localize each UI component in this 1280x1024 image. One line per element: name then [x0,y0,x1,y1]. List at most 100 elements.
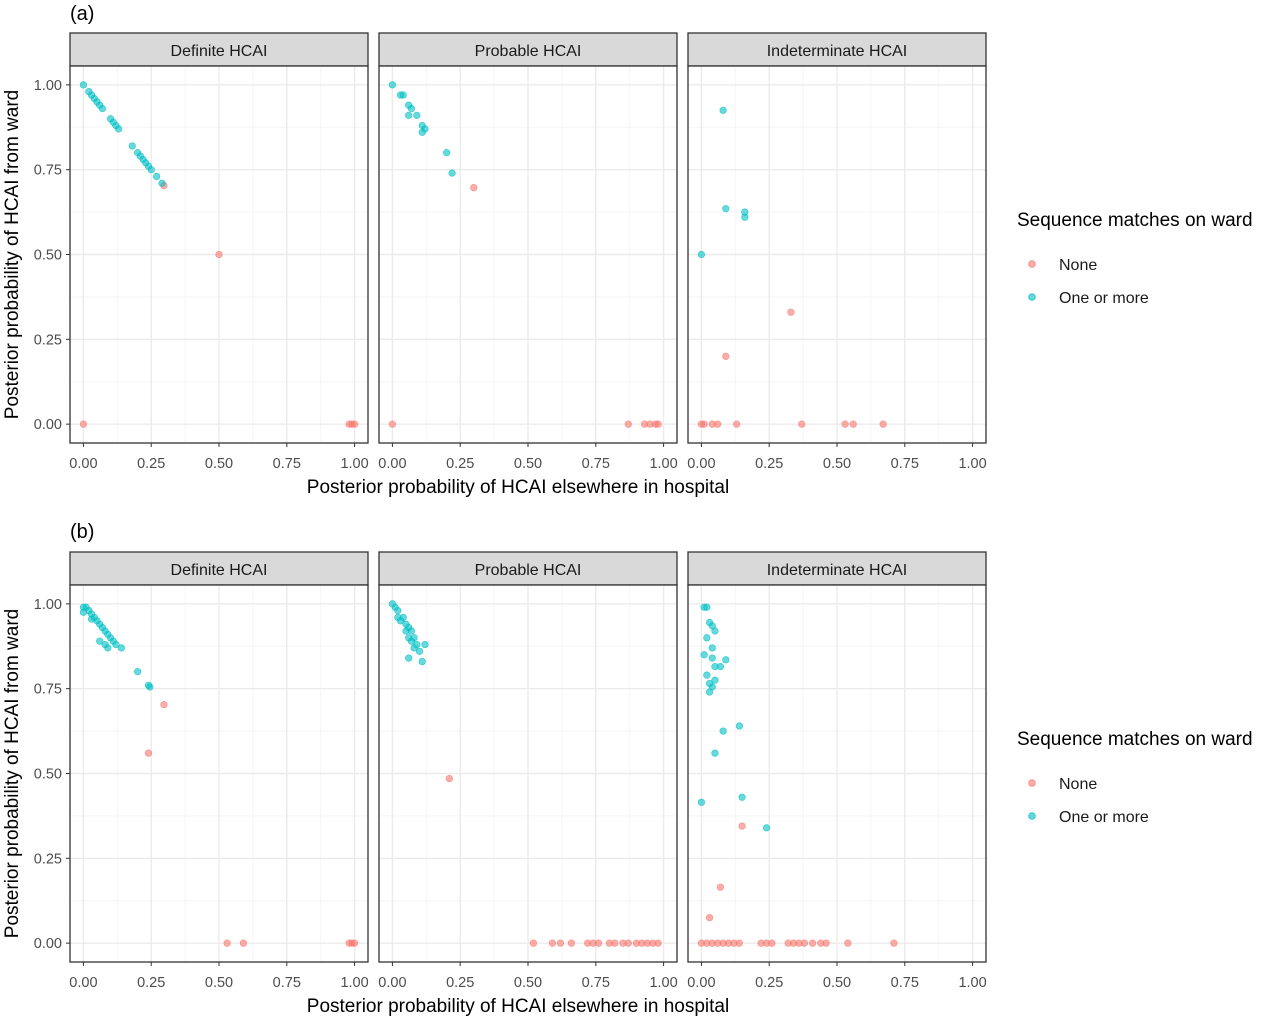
data-point [418,128,426,136]
data-point [147,166,155,174]
data-point [722,352,730,360]
data-point [841,420,849,428]
data-point [407,637,415,645]
y-tick-label: 0.75 [34,682,62,698]
x-tick-label: 0.00 [378,975,406,991]
data-point [800,939,809,947]
data-point [808,939,817,947]
data-point [215,250,223,259]
data-point [735,939,743,947]
x-tick-label: 0.75 [582,975,610,991]
legend-title: Sequence matches on ward [1017,729,1253,750]
data-point [146,683,154,691]
panel-label: (a) [70,3,94,25]
data-point [822,939,830,947]
data-point [768,939,776,947]
data-point [223,939,231,947]
facet-title: Definite HCAI [171,43,268,60]
x-tick-label: 0.00 [687,975,715,991]
facet-title: Probable HCAI [475,43,582,60]
series-one-or-more [388,600,429,666]
y-tick-label: 0.50 [34,248,62,264]
y-tick-label: 0.00 [34,417,62,433]
data-point [144,749,153,757]
legend: Sequence matches on ward None One or more [1017,729,1253,826]
x-tick-label: 1.00 [649,975,677,991]
data-point [741,213,749,221]
data-point [798,420,806,428]
x-tick-label: 0.75 [273,456,301,472]
x-tick-label: 0.75 [582,456,610,472]
x-tick-label: 0.00 [69,456,97,472]
y-tick-label: 1.00 [34,78,62,94]
data-point [733,420,741,428]
data-point [350,420,359,428]
y-tick-label: 0.25 [34,332,62,348]
data-point [735,722,743,730]
series-one-or-more [79,603,154,691]
facet-strip [687,551,987,586]
data-point [738,822,746,830]
data-point [700,420,708,428]
x-tick-label: 0.75 [891,975,919,991]
data-point [594,939,603,947]
data-point [418,657,426,666]
series-none [388,184,662,428]
data-point [716,663,724,671]
data-point [611,939,619,947]
data-point [722,656,730,664]
data-point [708,644,716,652]
data-point [399,91,407,99]
data-point [388,81,397,89]
facet-strip [378,551,678,586]
data-point [98,105,106,113]
x-tick-label: 0.25 [137,975,165,991]
series-none [697,308,887,428]
y-axis-title: Posterior probability of HCAI from ward [2,90,23,419]
data-point [421,640,429,649]
data-point [239,939,248,947]
data-point [738,793,746,801]
x-tick-label: 0.50 [205,456,233,472]
data-point [719,106,727,114]
data-point [697,250,706,259]
legend-key [1028,293,1036,301]
data-point [762,824,771,832]
facet-title: Definite HCAI [171,562,268,579]
data-point [700,651,708,659]
x-tick-label: 1.00 [340,456,368,472]
data-point [719,727,727,735]
data-point [128,142,136,150]
data-point [697,798,706,806]
data-point [160,701,168,709]
x-tick-label: 0.00 [69,975,97,991]
data-point [703,603,711,611]
data-point [548,939,557,947]
data-point [410,644,418,652]
data-point [879,420,887,428]
data-point [654,420,662,428]
y-tick-label: 0.50 [34,767,62,783]
facet-title: Probable HCAI [475,562,582,579]
x-tick-label: 0.75 [273,975,301,991]
series-one-or-more [79,81,166,187]
legend-label: None [1059,257,1097,274]
data-point [711,627,719,635]
data-point [705,914,714,922]
legend-key [1028,260,1036,268]
facet-indeterminate-hcai: Indeterminate HCAI 0.00 0.25 0.50 0.75 1.00 [687,551,987,991]
x-tick-label: 0.00 [687,456,715,472]
x-tick-label: 0.50 [205,975,233,991]
data-point [567,939,575,947]
x-axis-title: Posterior probability of HCAI elsewhere … [307,996,729,1017]
legend-label: None [1059,776,1097,793]
x-tick-label: 0.25 [446,456,474,472]
data-point [711,749,719,757]
x-tick-label: 0.75 [891,456,919,472]
data-point [388,420,397,428]
data-point [890,939,898,947]
data-point [654,939,662,947]
facet-title: Indeterminate HCAI [767,43,908,60]
data-point [79,81,88,89]
